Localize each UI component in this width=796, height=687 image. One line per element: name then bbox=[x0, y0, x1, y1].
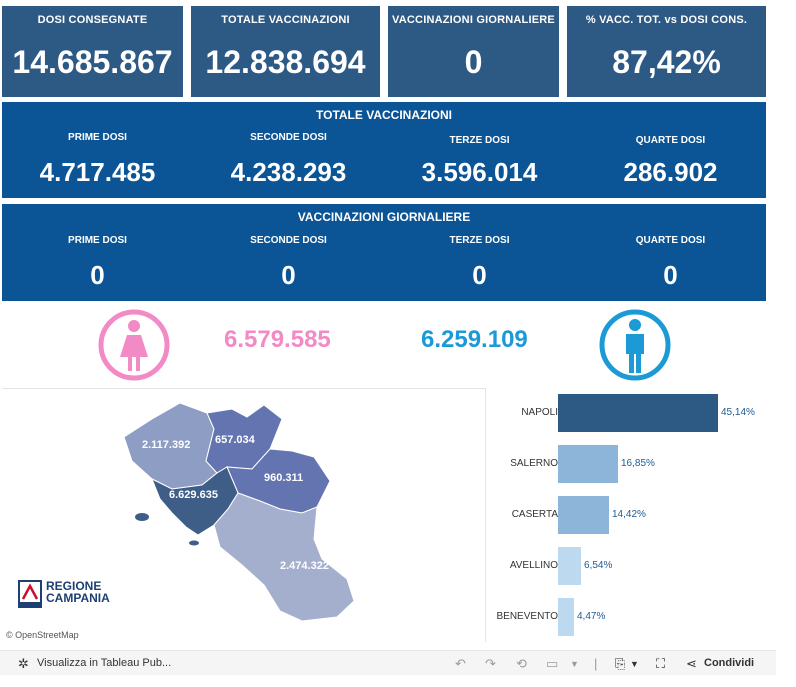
download-dropdown-icon[interactable]: ▼ bbox=[630, 659, 639, 669]
col-value: 0 bbox=[281, 260, 296, 290]
logo-line-2: CAMPANIA bbox=[46, 591, 110, 605]
giornaliere-quarte-dosi: QUARTE DOSI 0 bbox=[575, 235, 766, 291]
kpi-percent-vaccinazioni: % VACC. TOT. vs DOSI CONS. 87,42% bbox=[567, 6, 766, 97]
col-label: SECONDE DOSI bbox=[250, 132, 327, 143]
kpi-value: 14.685.867 bbox=[12, 44, 173, 80]
kpi-label: VACCINAZIONI GIORNALIERE bbox=[392, 14, 555, 26]
totale-terze-dosi: TERZE DOSI 3.596.014 bbox=[384, 135, 575, 188]
bar-caserta[interactable] bbox=[558, 496, 609, 534]
kpi-value: 12.838.694 bbox=[205, 44, 366, 80]
col-label: PRIME DOSI bbox=[68, 235, 127, 246]
province-bar-chart[interactable]: NAPOLI 45,14% SALERNO 16,85% CASERTA 14,42% AV… bbox=[488, 388, 778, 642]
col-label: QUARTE DOSI bbox=[635, 135, 706, 146]
giornaliere-prime-dosi: PRIME DOSI 0 bbox=[2, 235, 193, 291]
osm-attribution[interactable]: © OpenStreetMap bbox=[6, 630, 79, 640]
province-map-shapes bbox=[123, 402, 355, 622]
logo-line-1: REGIONE bbox=[46, 579, 102, 593]
totale-seconde-dosi: SECONDE DOSI 4.238.293 bbox=[193, 132, 384, 188]
col-label: TERZE DOSI bbox=[449, 135, 510, 146]
view-in-tableau-link[interactable]: Visualizza in Tableau Pub... bbox=[37, 657, 172, 669]
bar-benevento[interactable] bbox=[558, 598, 574, 636]
island-capri bbox=[189, 540, 199, 546]
refresh-icon[interactable]: ▭ bbox=[546, 656, 559, 671]
col-value: 0 bbox=[90, 260, 105, 290]
band-title: VACCINAZIONI GIORNALIERE bbox=[297, 210, 471, 224]
female-icon bbox=[98, 309, 170, 381]
band-title: TOTALE VACCINAZIONI bbox=[316, 108, 452, 122]
giornaliere-seconde-dosi: SECONDE DOSI 0 bbox=[193, 235, 384, 291]
fullscreen-icon[interactable]: ⛶ bbox=[656, 656, 666, 671]
male-icon bbox=[599, 309, 671, 381]
island-ischia bbox=[135, 513, 149, 521]
map-label-caserta: 2.117.392 bbox=[142, 439, 191, 451]
separator-icon: | bbox=[594, 656, 598, 671]
tableau-toolbar: ✲ Visualizza in Tableau Pub... ↶ ↷ ⟲ ▭ ▼… bbox=[0, 650, 776, 675]
col-label: SECONDE DOSI bbox=[250, 235, 327, 246]
kpi-value: 87,42% bbox=[612, 44, 721, 80]
logo-text: REGIONE CAMPANIA bbox=[46, 580, 110, 604]
col-value: 0 bbox=[472, 260, 487, 290]
col-value: 4.238.293 bbox=[230, 157, 347, 187]
kpi-totale-vaccinazioni: TOTALE VACCINAZIONI 12.838.694 bbox=[191, 6, 380, 97]
totale-vaccinazioni-band: TOTALE VACCINAZIONI PRIME DOSI 4.717.485… bbox=[2, 102, 766, 198]
kpi-dosi-consegnate: DOSI CONSEGNATE 14.685.867 bbox=[2, 6, 183, 97]
share-icon[interactable]: ⋖ bbox=[686, 656, 697, 671]
bar-value-label: 16,85% bbox=[621, 458, 655, 469]
map-label-napoli: 6.629.635 bbox=[169, 489, 218, 501]
col-label: QUARTE DOSI bbox=[635, 235, 706, 246]
male-vaccinated-value: 6.259.109 bbox=[421, 326, 528, 353]
bar-category-label: NAPOLI bbox=[521, 407, 558, 418]
col-label: PRIME DOSI bbox=[68, 132, 127, 143]
download-icon[interactable]: ⎘ bbox=[615, 656, 626, 671]
col-value: 286.902 bbox=[623, 157, 718, 187]
female-vaccinated-value: 6.579.585 bbox=[224, 326, 331, 353]
share-button[interactable]: Condividi bbox=[704, 657, 755, 669]
bar-category-label: AVELLINO bbox=[509, 560, 558, 571]
bar-category-label: CASERTA bbox=[511, 509, 558, 520]
bar-value-label: 4,47% bbox=[577, 611, 606, 622]
kpi-label: % VACC. TOT. vs DOSI CONS. bbox=[585, 14, 748, 26]
totale-quarte-dosi: QUARTE DOSI 286.902 bbox=[575, 135, 766, 188]
regione-campania-emblem-icon bbox=[18, 580, 42, 608]
giornaliere-terze-dosi: TERZE DOSI 0 bbox=[384, 235, 575, 291]
bar-napoli[interactable] bbox=[558, 394, 718, 432]
bar-avellino[interactable] bbox=[558, 547, 581, 585]
map-label-salerno: 2.474.322 bbox=[280, 560, 329, 572]
revert-icon[interactable]: ⟲ bbox=[516, 656, 527, 671]
kpi-label: TOTALE VACCINAZIONI bbox=[221, 14, 350, 26]
campania-map[interactable]: 2.117.392 657.034 960.311 6.629.635 2.47… bbox=[2, 388, 486, 642]
bar-value-label: 45,14% bbox=[721, 407, 755, 418]
vaccinazioni-giornaliere-band: VACCINAZIONI GIORNALIERE PRIME DOSI 0 SE… bbox=[2, 204, 766, 301]
map-label-avellino: 960.311 bbox=[264, 472, 304, 484]
tableau-logo-icon[interactable]: ✲ bbox=[18, 656, 29, 671]
kpi-label: DOSI CONSEGNATE bbox=[37, 14, 148, 26]
kpi-vaccinazioni-giornaliere: VACCINAZIONI GIORNALIERE 0 bbox=[388, 6, 559, 97]
col-value: 3.596.014 bbox=[421, 157, 538, 187]
bar-category-label: SALERNO bbox=[510, 458, 558, 469]
col-label: TERZE DOSI bbox=[449, 235, 510, 246]
redo-icon[interactable]: ↷ bbox=[485, 656, 496, 671]
bar-salerno[interactable] bbox=[558, 445, 618, 483]
map-label-benevento: 657.034 bbox=[215, 434, 255, 446]
bar-category-label: BENEVENTO bbox=[496, 611, 559, 622]
undo-icon[interactable]: ↶ bbox=[455, 656, 466, 671]
totale-prime-dosi: PRIME DOSI 4.717.485 bbox=[2, 132, 193, 188]
bar-value-label: 6,54% bbox=[584, 560, 613, 571]
bar-value-label: 14,42% bbox=[612, 509, 646, 520]
kpi-value: 0 bbox=[464, 44, 483, 80]
refresh-dropdown-icon[interactable]: ▼ bbox=[570, 659, 579, 669]
province-salerno bbox=[213, 492, 355, 622]
col-value: 4.717.485 bbox=[39, 157, 156, 187]
col-value: 0 bbox=[663, 260, 678, 290]
